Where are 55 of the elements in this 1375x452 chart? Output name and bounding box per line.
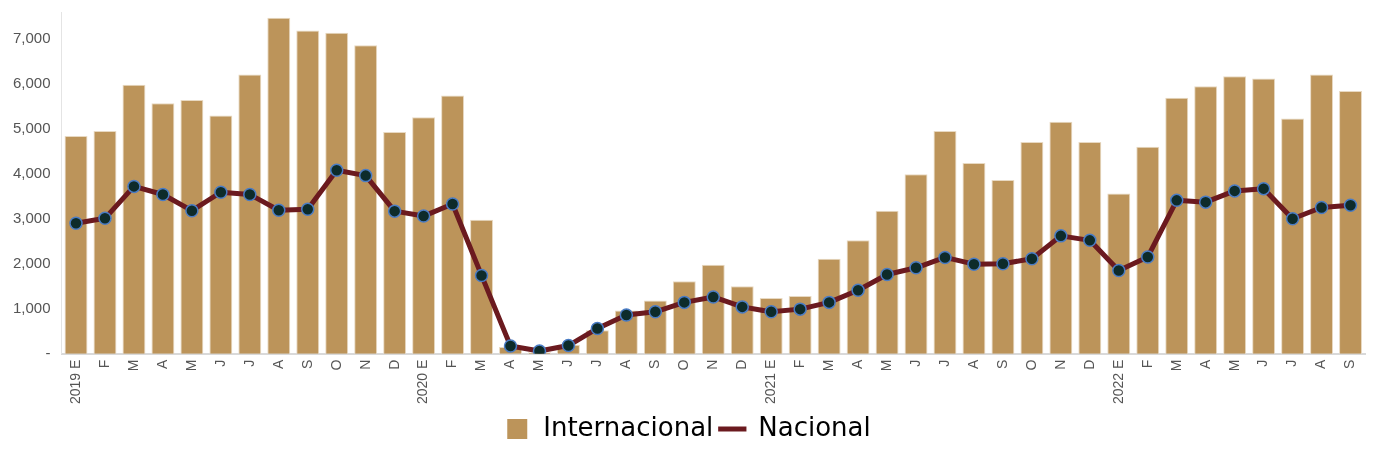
x-tick-label: S [1341,359,1358,369]
x-tick-label: M [819,359,836,372]
x-tick-label: M [530,359,547,372]
x-tick-label: J [588,359,605,367]
y-tick-label: 1,000 [12,298,51,316]
x-tick-label: D [733,359,750,370]
x-tick-label: M [1225,359,1242,372]
x-tick-label: 2019 E [66,359,83,404]
x-tick-label: J [1283,359,1300,367]
x-tick-label: J [935,359,952,367]
x-tick-label: J [240,359,257,367]
x-tick-label: J [906,359,923,367]
y-tick-label: 5,000 [12,119,51,137]
x-tick-label: 2021 E [762,359,779,404]
x-tick-label: M [877,359,894,372]
x-tick-label: F [1138,359,1155,369]
x-tick-label: N [704,359,721,370]
x-tick-label: F [443,359,460,369]
x-tick-label: A [964,358,981,369]
x-tick-label: A [617,358,634,369]
x-tick-label: A [848,358,865,369]
x-tick-label: M [472,359,489,372]
y-tick-label: - [45,343,51,361]
x-tick-label: M [1167,359,1184,372]
x-tick-label: S [993,359,1010,369]
x-tick-label: N [1051,359,1068,370]
x-tick-label: S [646,359,663,369]
x-tick-label: A [1196,358,1213,369]
x-tick-label: F [791,359,808,369]
x-tick-label: D [385,359,402,370]
x-tick-label: 2020 E [414,359,431,404]
x-tick-label: A [1312,358,1329,369]
x-tick-label: D [1080,359,1097,370]
x-tick-label: O [675,359,692,371]
x-tick-label: M [182,359,199,372]
y-tick-label: 7,000 [12,29,51,47]
legend-label: Internacional [543,411,714,442]
x-tick-label: J [1254,359,1271,367]
y-tick-label: 3,000 [12,208,51,226]
x-tick-label: O [1022,359,1039,371]
x-tick-label: O [327,359,344,371]
x-tick-label: F [95,359,112,369]
x-tick-label: A [501,358,518,369]
y-tick-label: 6,000 [12,74,51,92]
x-tick-label: 2022 E [1109,359,1126,404]
x-tick-label: S [298,359,315,369]
y-tick-label: 4,000 [12,163,51,181]
x-tick-label: A [269,358,286,369]
x-tick-label: M [124,359,141,372]
y-tick-label: 2,000 [12,253,51,271]
x-tick-label: J [211,359,228,367]
x-tick-label: J [559,359,576,367]
legend-label: Nacional [758,411,871,442]
x-tick-label: N [356,359,373,370]
x-tick-label: A [153,358,170,369]
